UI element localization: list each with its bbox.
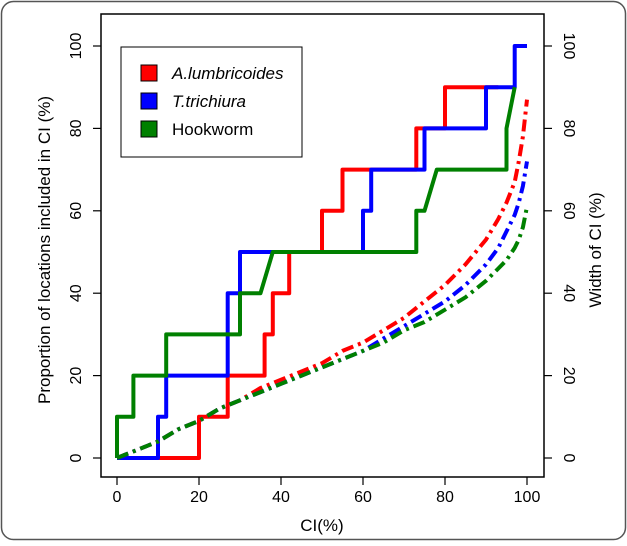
legend-swatch bbox=[140, 64, 158, 82]
x-tick-label: 60 bbox=[354, 489, 372, 506]
legend-label: A.lumbricoides bbox=[171, 64, 284, 83]
legend-label: T.trichiura bbox=[172, 92, 246, 111]
legend-swatch bbox=[140, 120, 158, 138]
y-left-tick-label: 100 bbox=[68, 33, 85, 60]
y-right-tick-label: 20 bbox=[560, 367, 577, 385]
legend-swatch bbox=[140, 92, 158, 110]
y-right-tick-label: 60 bbox=[560, 202, 577, 220]
y-left-tick-label: 0 bbox=[68, 453, 85, 462]
y-right-tick-label: 40 bbox=[560, 284, 577, 302]
y-left-tick-label: 80 bbox=[68, 119, 85, 137]
y-right-tick-label: 0 bbox=[560, 454, 577, 463]
y-right-tick-label: 80 bbox=[560, 120, 577, 138]
ci-width-line-a-lumbricoides bbox=[116, 99, 529, 460]
y-left-tick-label: 20 bbox=[68, 367, 85, 385]
legend: A.lumbricoides T.trichiura Hookworm bbox=[120, 46, 303, 158]
x-tick-label: 20 bbox=[190, 489, 208, 506]
x-axis-label: CI(%) bbox=[300, 516, 343, 535]
x-tick-label: 0 bbox=[113, 489, 122, 506]
y-left-tick-label: 60 bbox=[68, 202, 85, 220]
x-tick-label: 100 bbox=[514, 489, 541, 506]
plot-box bbox=[100, 13, 545, 478]
x-tick-label: 40 bbox=[272, 489, 290, 506]
y-axis-label-right: Width of CI (%) bbox=[586, 192, 605, 307]
ci-width-line-t-trichiura bbox=[116, 161, 529, 460]
legend-label: Hookworm bbox=[172, 120, 253, 139]
coverage-step-line-hookworm bbox=[115, 86, 517, 458]
y-right-tick-label: 100 bbox=[560, 33, 577, 60]
y-left-tick-label: 40 bbox=[68, 284, 85, 302]
axis-layer: 0 20 40 60 80 100 0 20 40 60 80 100 0 20 40 60 80 100 bbox=[68, 33, 577, 506]
x-tick-label: 80 bbox=[436, 489, 454, 506]
ci-width-line-hookworm bbox=[116, 206, 529, 460]
series-layer bbox=[115, 44, 529, 460]
y-axis-label-left: Proportion of locations included in CI (… bbox=[35, 96, 54, 404]
